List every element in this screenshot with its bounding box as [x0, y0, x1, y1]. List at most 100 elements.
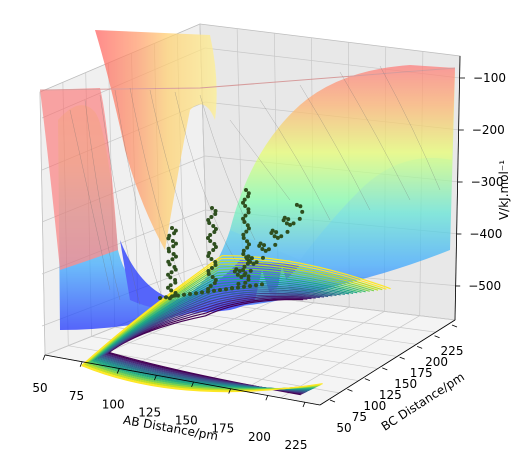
- trajectory-point: [239, 274, 244, 279]
- trajectory-point: [206, 218, 211, 222]
- y-tick-mark: [451, 324, 458, 328]
- trajectory-point: [166, 249, 171, 254]
- trajectory-point: [249, 256, 254, 261]
- trajectory-point: [173, 280, 178, 285]
- trajectory-point: [286, 217, 291, 222]
- trajectory-point: [235, 272, 240, 277]
- trajectory-point: [246, 277, 251, 282]
- trajectory-point: [254, 260, 259, 265]
- y-tick-label: 200: [425, 355, 448, 369]
- trajectory-point: [200, 290, 204, 295]
- trajectory-point: [245, 223, 250, 228]
- trajectory-point: [169, 270, 174, 275]
- trajectory-point: [254, 283, 258, 288]
- trajectory-point: [167, 262, 172, 267]
- trajectory-point: [241, 216, 246, 221]
- trajectory-point: [242, 273, 247, 278]
- trajectory-point: [207, 221, 212, 225]
- y-tick-mark: [399, 356, 405, 360]
- y-tick-mark: [434, 335, 440, 339]
- trajectory-point: [158, 296, 162, 300]
- trajectory-point: [207, 251, 212, 255]
- y-tick-mark: [382, 367, 388, 371]
- trajectory-point: [241, 248, 246, 253]
- trajectory-point: [269, 231, 274, 236]
- trajectory-point: [246, 207, 251, 212]
- x-tick-mark: [302, 401, 306, 408]
- trajectory-point: [166, 285, 171, 290]
- trajectory-point: [263, 248, 268, 253]
- x-tick-label: 75: [69, 389, 84, 403]
- trajectory-point: [208, 284, 213, 288]
- y-tick-label: 225: [441, 344, 464, 358]
- x-tick-label: 125: [138, 405, 161, 419]
- x-axis-label: AB Distance/pm: [122, 413, 219, 443]
- trajectory-point: [169, 288, 174, 293]
- trajectory-point: [246, 274, 251, 279]
- z-axis-label: V/kJ.mol⁻¹: [497, 160, 511, 220]
- trajectory-point: [210, 275, 215, 279]
- trajectory-point: [248, 259, 253, 264]
- trajectory-point: [212, 242, 217, 246]
- trajectory-point: [285, 229, 290, 234]
- trajectory-point: [246, 210, 251, 215]
- trajectory-point: [182, 292, 186, 297]
- trajectory-point: [246, 242, 251, 247]
- y-tick-label: 50: [336, 421, 351, 435]
- axis-lines: [44, 55, 461, 406]
- trajectory-point: [297, 216, 302, 221]
- trajectory-point: [232, 269, 237, 274]
- z-tick-label: −500: [468, 279, 501, 293]
- trajectory-point: [168, 275, 173, 280]
- x-tick-mark: [228, 388, 232, 394]
- reaction-trajectory: [158, 188, 305, 301]
- trajectory-point: [213, 212, 218, 216]
- x-tick-label: 200: [248, 430, 271, 444]
- trajectory-point: [248, 284, 252, 288]
- x-tick-label: 175: [211, 422, 234, 436]
- trajectory-point: [213, 209, 218, 213]
- trajectory-point: [284, 221, 289, 226]
- trajectory-point: [166, 236, 171, 241]
- y-tick-label: 100: [363, 399, 386, 413]
- trajectory-point: [171, 244, 176, 249]
- x-tick-label: 150: [175, 414, 198, 428]
- trajectory-point: [208, 233, 213, 237]
- potential-surface: [39, 30, 456, 330]
- trajectory-point: [260, 247, 265, 252]
- x-tick-label: 50: [32, 381, 47, 395]
- trajectory-point: [274, 230, 279, 235]
- trajectory-point: [251, 261, 256, 266]
- trajectory-point: [236, 285, 240, 290]
- trajectory-point: [242, 284, 246, 289]
- trajectory-point: [298, 204, 303, 209]
- trajectory-point: [172, 231, 177, 236]
- trajectory-point: [288, 222, 293, 227]
- y-tick-mark: [364, 378, 371, 381]
- trajectory-point: [171, 252, 176, 256]
- trajectory-point: [273, 242, 278, 247]
- contour-projection: [81, 255, 391, 396]
- y-tick-label: 150: [394, 377, 417, 391]
- trajectory-point: [210, 206, 214, 210]
- y-tick-label: 75: [352, 410, 367, 424]
- trajectory-point: [244, 229, 249, 234]
- x-tick-mark: [116, 368, 120, 374]
- trajectory-point: [243, 280, 248, 285]
- y-tick-mark: [416, 346, 423, 349]
- trajectory-point: [212, 230, 217, 234]
- trajectory-point: [291, 221, 296, 226]
- trajectory-point: [209, 257, 214, 261]
- trajectory-point: [246, 194, 251, 199]
- trajectory-point: [170, 294, 174, 299]
- x-tick-label: 225: [285, 438, 308, 452]
- trajectory-point: [241, 236, 246, 240]
- trajectory-point: [244, 188, 248, 192]
- trajectory-point: [245, 245, 250, 250]
- trajectory-point: [173, 241, 178, 246]
- trajectory-point: [213, 263, 218, 267]
- trajectory-point: [266, 247, 271, 252]
